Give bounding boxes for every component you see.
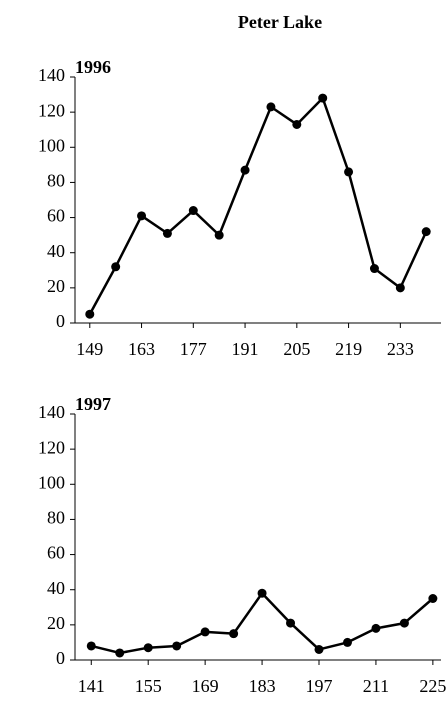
point [399, 618, 409, 628]
point [369, 264, 379, 274]
y-tick-label: 60 [47, 543, 65, 563]
point [292, 119, 302, 129]
y-tick-label: 100 [38, 135, 65, 155]
point [111, 262, 121, 272]
x-tick-label: 219 [335, 339, 362, 359]
point [344, 167, 354, 177]
y-tick-label: 40 [47, 578, 65, 598]
point [240, 165, 250, 175]
point [421, 227, 431, 237]
point [162, 228, 172, 238]
point [286, 618, 296, 628]
panel-title: 1996 [75, 57, 111, 77]
point [314, 644, 324, 654]
y-tick-label: 0 [56, 648, 65, 668]
y-tick-label: 60 [47, 206, 65, 226]
point [85, 309, 95, 319]
point [172, 641, 182, 651]
point [229, 629, 239, 639]
point [188, 206, 198, 216]
x-tick-label: 141 [78, 676, 105, 696]
point [318, 93, 328, 103]
point [143, 643, 153, 653]
y-tick-label: 40 [47, 241, 65, 261]
point [86, 641, 96, 651]
y-tick-label: 80 [47, 171, 65, 191]
y-tick-label: 0 [56, 311, 65, 331]
x-tick-label: 197 [306, 676, 333, 696]
point [115, 648, 125, 658]
x-tick-label: 191 [232, 339, 259, 359]
panel-title: 1997 [75, 394, 111, 414]
y-tick-label: 100 [38, 472, 65, 492]
y-tick-label: 20 [47, 276, 65, 296]
x-tick-label: 169 [192, 676, 219, 696]
point [137, 211, 147, 221]
point [342, 637, 352, 647]
y-tick-label: 120 [38, 100, 65, 120]
x-tick-label: 205 [283, 339, 310, 359]
x-tick-label: 211 [363, 676, 389, 696]
point [200, 627, 210, 637]
point [266, 102, 276, 112]
y-tick-label: 120 [38, 437, 65, 457]
point [428, 594, 438, 603]
line [90, 591, 434, 655]
y-tick-label: 140 [38, 402, 65, 422]
point [395, 283, 405, 293]
point [371, 623, 381, 633]
x-tick-label: 177 [180, 339, 207, 359]
x-tick-label: 225 [419, 676, 446, 696]
x-tick-label: 149 [76, 339, 103, 359]
chart-title: Peter Lake [238, 12, 322, 32]
x-tick-label: 233 [387, 339, 414, 359]
y-tick-label: 140 [38, 65, 65, 85]
x-tick-label: 163 [128, 339, 155, 359]
x-tick-label: 155 [135, 676, 162, 696]
y-tick-label: 80 [47, 508, 65, 528]
x-tick-label: 183 [249, 676, 276, 696]
y-tick-label: 20 [47, 613, 65, 633]
line [88, 96, 428, 315]
point [214, 230, 224, 240]
point [257, 588, 267, 598]
